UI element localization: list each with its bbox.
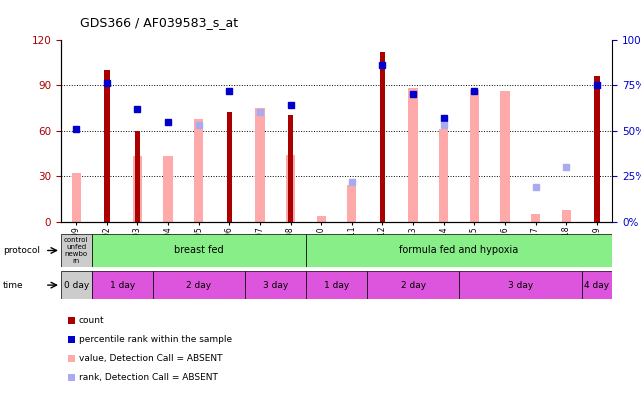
Bar [245, 271, 306, 299]
Bar [531, 214, 540, 222]
Bar [72, 173, 81, 222]
Bar [68, 317, 75, 324]
Bar [255, 108, 265, 222]
Bar [306, 271, 367, 299]
Bar [317, 216, 326, 222]
Bar [594, 76, 599, 222]
Bar [68, 374, 75, 381]
Bar [347, 185, 356, 222]
Bar [470, 89, 479, 222]
Bar [408, 88, 418, 222]
Text: 3 day: 3 day [508, 281, 533, 289]
Text: percentile rank within the sample: percentile rank within the sample [79, 335, 232, 344]
Bar [92, 271, 153, 299]
Bar [61, 234, 92, 267]
Bar [68, 355, 75, 362]
Bar [68, 336, 75, 343]
Bar [194, 118, 203, 222]
Bar [459, 271, 581, 299]
Text: GDS366 / AF039583_s_at: GDS366 / AF039583_s_at [80, 16, 238, 29]
Text: 4 day: 4 day [585, 281, 610, 289]
Bar [153, 271, 245, 299]
Bar [286, 155, 295, 222]
Bar [439, 129, 448, 222]
Bar [104, 70, 110, 222]
Text: rank, Detection Call = ABSENT: rank, Detection Call = ABSENT [79, 373, 218, 382]
Text: value, Detection Call = ABSENT: value, Detection Call = ABSENT [79, 354, 222, 363]
Text: 3 day: 3 day [263, 281, 288, 289]
Bar [163, 156, 172, 222]
Bar [226, 112, 232, 222]
Text: 1 day: 1 day [324, 281, 349, 289]
Bar [562, 209, 570, 222]
Bar [501, 91, 510, 222]
Text: 0 day: 0 day [63, 281, 89, 289]
Bar [133, 156, 142, 222]
Text: 2 day: 2 day [401, 281, 426, 289]
Bar [92, 234, 306, 267]
Text: control
unfed
newbo
rn: control unfed newbo rn [64, 237, 88, 264]
Text: protocol: protocol [3, 246, 40, 255]
Bar [306, 234, 612, 267]
Bar [581, 271, 612, 299]
Bar [379, 52, 385, 222]
Text: 2 day: 2 day [186, 281, 212, 289]
Text: count: count [79, 316, 104, 325]
Text: time: time [3, 281, 24, 289]
Text: formula fed and hypoxia: formula fed and hypoxia [399, 246, 519, 255]
Bar [135, 131, 140, 222]
Text: breast fed: breast fed [174, 246, 224, 255]
Bar [61, 271, 92, 299]
Text: 1 day: 1 day [110, 281, 135, 289]
Bar [367, 271, 459, 299]
Bar [288, 116, 294, 222]
